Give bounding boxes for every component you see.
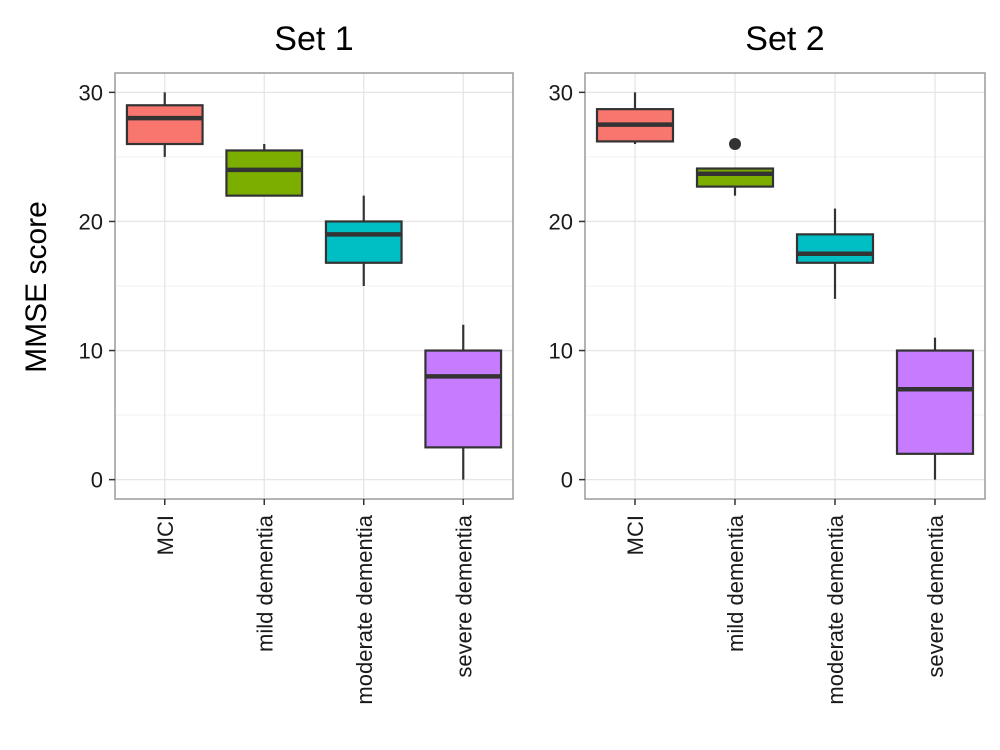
x-tick-label: mild dementia [723, 514, 748, 652]
box-mild-dementia [225, 144, 304, 197]
y-tick-label: 0 [91, 468, 103, 493]
y-tick-label: 10 [79, 339, 103, 364]
box-moderate-dementia [795, 208, 875, 299]
panels: Set 1 0 10 20 30 MCI mild dementia moderate dem… [79, 20, 986, 705]
y-axis-label: MMSE score [20, 201, 53, 373]
panel-1: Set 1 0 10 20 30 MCI mild dementia moderate dem… [79, 20, 514, 705]
box-mci [595, 92, 675, 144]
outlier-point [729, 138, 741, 150]
y-tick-label: 20 [79, 209, 103, 234]
box-iqr [424, 349, 503, 449]
y-tick-label: 30 [549, 80, 573, 105]
y-tick-label: 10 [549, 339, 573, 364]
panel-border [584, 72, 986, 500]
y-tick-label: 30 [79, 80, 103, 105]
box-mci [125, 92, 204, 157]
box-severe-dementia [895, 337, 975, 480]
panel-border [114, 72, 514, 500]
box-mild-dementia [695, 138, 775, 196]
panel-title: Set 2 [745, 20, 824, 58]
x-tick-label: moderate dementia [352, 514, 377, 704]
y-tick-label: 20 [549, 209, 573, 234]
x-tick-label: severe dementia [923, 514, 948, 677]
panel-title: Set 1 [274, 20, 353, 58]
box-iqr [895, 349, 975, 455]
panel-2: Set 2 0 10 20 30 MCI mild dementia moderate dem… [549, 20, 986, 705]
x-tick-label: moderate dementia [823, 514, 848, 704]
box-iqr [695, 167, 775, 188]
x-tick-label: severe dementia [451, 514, 476, 677]
box-iqr [125, 104, 204, 146]
x-tick-label: MCI [623, 515, 648, 555]
box-iqr [225, 149, 304, 197]
box-severe-dementia [424, 324, 503, 480]
x-tick-label: mild dementia [252, 514, 277, 652]
box-iqr [795, 233, 875, 264]
y-tick-label: 0 [561, 468, 573, 493]
x-tick-label: MCI [153, 515, 178, 555]
box-moderate-dementia [324, 195, 403, 286]
box-iqr [324, 220, 403, 264]
